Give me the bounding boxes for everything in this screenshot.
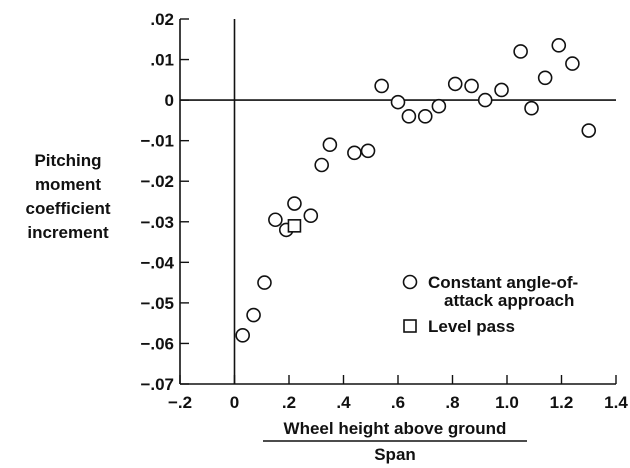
y-axis-title-line: moment — [35, 175, 101, 194]
data-point-circle — [390, 94, 406, 110]
data-point-circle — [477, 92, 493, 108]
x-tick-label: .4 — [336, 393, 351, 412]
y-axis-title-line: increment — [27, 223, 109, 242]
y-tick-label: −.05 — [140, 294, 174, 313]
data-point-circle — [303, 208, 319, 223]
x-axis-title-numerator: Wheel height above ground — [284, 419, 507, 438]
y-tick-label: −.01 — [140, 132, 174, 151]
y-tick-label: .02 — [150, 10, 174, 29]
data-point-circle — [464, 78, 479, 94]
data-point-circle — [401, 109, 417, 124]
legend-circle-marker — [402, 274, 418, 290]
legend-label-constant-aoa: Constant angle-of- — [428, 273, 578, 292]
x-tick-label: .8 — [445, 393, 459, 412]
y-tick-label: 0 — [165, 91, 174, 110]
y-tick-label: −.06 — [140, 334, 174, 353]
data-point-circle — [524, 100, 539, 116]
data-point-circle — [287, 196, 302, 211]
data-point-circle — [360, 143, 376, 159]
x-tick-label: 1.2 — [550, 393, 574, 412]
data-point-circle — [565, 56, 580, 71]
x-tick-label: .6 — [391, 393, 405, 412]
y-axis-title: Pitching moment coefficient increment — [25, 151, 110, 242]
data-points — [235, 38, 597, 343]
y-axis-title-line: Pitching — [34, 151, 101, 170]
legend-square-marker — [403, 319, 417, 333]
data-point-circle — [494, 82, 509, 98]
y-tick-label: −.04 — [140, 253, 174, 272]
data-point-circle — [257, 275, 272, 290]
data-point-circle — [235, 328, 250, 343]
x-tick-label: .2 — [282, 393, 296, 412]
data-point-square — [287, 219, 302, 233]
y-axis-title-line: coefficient — [25, 199, 110, 218]
data-point-circle — [314, 157, 330, 173]
legend-label-level-pass: Level pass — [428, 317, 515, 336]
data-point-circle — [347, 145, 362, 161]
data-point-circle — [551, 38, 567, 53]
data-point-circle — [581, 123, 597, 138]
data-point-circle — [322, 137, 338, 153]
y-tick-label: −.02 — [140, 172, 174, 191]
x-ticks: −.2 0 .2 .4 .6 .8 1.0 1.2 1.4 — [168, 375, 628, 412]
legend-label-constant-aoa-line2: attack approach — [444, 291, 574, 310]
data-point-circle — [268, 212, 283, 228]
y-tick-label: .01 — [150, 51, 174, 70]
data-point-circle — [447, 76, 463, 92]
data-point-circle — [513, 44, 528, 59]
y-tick-label: −.07 — [140, 375, 174, 394]
y-tick-label: −.03 — [140, 213, 174, 232]
x-tick-label: 1.0 — [495, 393, 519, 412]
x-tick-label: −.2 — [168, 393, 192, 412]
x-tick-label: 1.4 — [604, 393, 628, 412]
data-point-circle — [537, 70, 553, 86]
x-axis-title-denominator: Span — [374, 445, 416, 464]
data-point-circle — [374, 78, 389, 94]
legend: Constant angle-of- attack approach Level… — [402, 273, 578, 336]
x-tick-label: 0 — [230, 393, 239, 412]
data-point-circle — [431, 98, 447, 114]
data-point-circle — [417, 109, 433, 124]
data-point-circle — [246, 307, 261, 323]
x-axis-title: Wheel height above ground Span — [263, 419, 527, 464]
y-ticks: .02 .01 0 −.01 −.02 −.03 −.04 −.05 −.06 −.07 — [140, 10, 189, 394]
